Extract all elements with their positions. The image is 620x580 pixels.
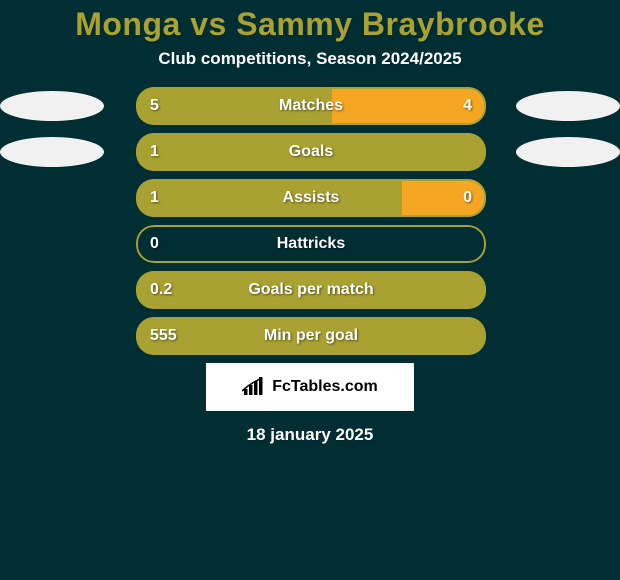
brand-icon xyxy=(242,377,266,397)
bar-text-layer: 555Min per goal xyxy=(136,317,486,355)
stat-value-left: 1 xyxy=(150,189,184,207)
spacer xyxy=(0,229,104,259)
stat-bar: 1Assists0 xyxy=(136,179,486,217)
player-right-ellipse xyxy=(516,91,620,121)
stat-row: 555Min per goal xyxy=(0,317,620,355)
brand-box: FcTables.com xyxy=(206,363,414,411)
brand-text: FcTables.com xyxy=(272,378,378,396)
stat-label: Goals xyxy=(184,143,438,161)
player-right-ellipse xyxy=(516,137,620,167)
stat-value-left: 0.2 xyxy=(150,281,184,299)
stat-value-left: 1 xyxy=(150,143,184,161)
spacer xyxy=(0,321,104,351)
bar-text-layer: 0Hattricks xyxy=(136,225,486,263)
stat-row: 0Hattricks xyxy=(0,225,620,263)
stat-bar: 5Matches4 xyxy=(136,87,486,125)
stat-value-right: 0 xyxy=(438,189,472,207)
stat-bar: 0.2Goals per match xyxy=(136,271,486,309)
bars-container: 5Matches41Goals1Assists00Hattricks0.2Goa… xyxy=(0,87,620,355)
page-subtitle: Club competitions, Season 2024/2025 xyxy=(0,49,620,69)
stat-label: Min per goal xyxy=(184,327,438,345)
bar-text-layer: 1Goals xyxy=(136,133,486,171)
stat-row: 0.2Goals per match xyxy=(0,271,620,309)
stat-row: 1Goals xyxy=(0,133,620,171)
stat-label: Matches xyxy=(184,97,438,115)
spacer xyxy=(516,275,620,305)
stat-bar: 555Min per goal xyxy=(136,317,486,355)
stat-value-left: 0 xyxy=(150,235,184,253)
comparison-infographic: Monga vs Sammy Braybrooke Club competiti… xyxy=(0,0,620,580)
player-left-ellipse xyxy=(0,91,104,121)
stat-row: 5Matches4 xyxy=(0,87,620,125)
bar-text-layer: 1Assists0 xyxy=(136,179,486,217)
player-left-ellipse xyxy=(0,137,104,167)
stat-bar: 1Goals xyxy=(136,133,486,171)
bar-text-layer: 0.2Goals per match xyxy=(136,271,486,309)
spacer xyxy=(516,183,620,213)
spacer xyxy=(0,275,104,305)
stat-label: Hattricks xyxy=(184,235,438,253)
spacer xyxy=(516,229,620,259)
stat-label: Goals per match xyxy=(184,281,438,299)
stat-value-left: 555 xyxy=(150,327,184,345)
stat-label: Assists xyxy=(184,189,438,207)
date-text: 18 january 2025 xyxy=(0,425,620,445)
spacer xyxy=(516,321,620,351)
spacer xyxy=(0,183,104,213)
stat-row: 1Assists0 xyxy=(0,179,620,217)
bar-text-layer: 5Matches4 xyxy=(136,87,486,125)
stat-bar: 0Hattricks xyxy=(136,225,486,263)
stat-value-right: 4 xyxy=(438,97,472,115)
stat-value-left: 5 xyxy=(150,97,184,115)
page-title: Monga vs Sammy Braybrooke xyxy=(0,6,620,43)
